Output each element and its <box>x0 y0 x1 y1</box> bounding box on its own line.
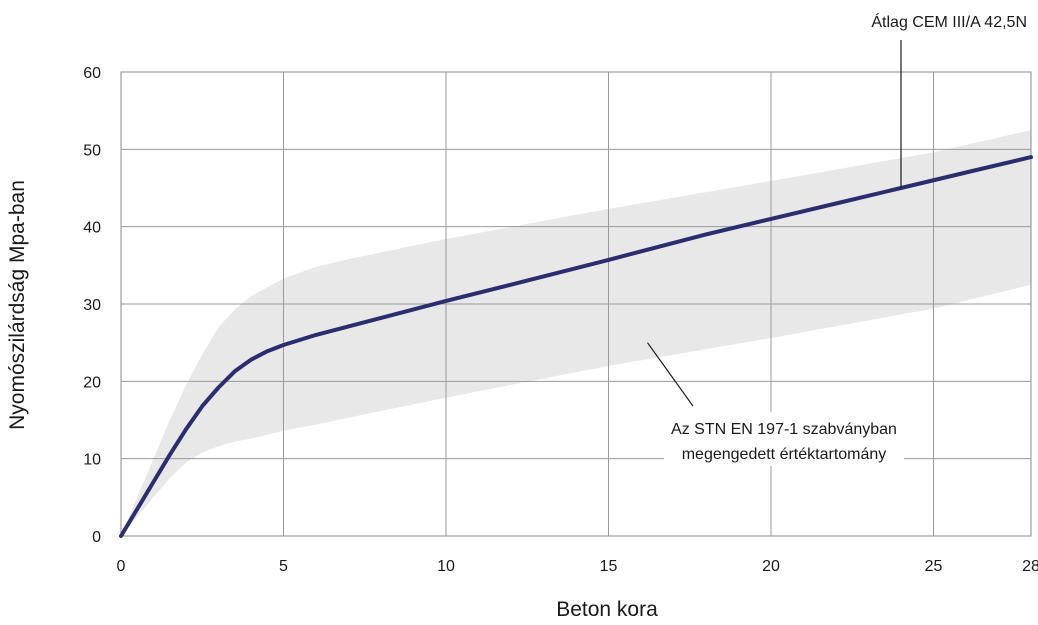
series-annotation-label: Átlag CEM III/A 42,5N <box>871 12 1027 31</box>
x-tick-label: 10 <box>437 558 455 575</box>
x-tick-label: 25 <box>925 558 943 575</box>
y-axis-title: Nyomószilárdság Mpa-ban <box>6 180 29 430</box>
tolerance-band <box>121 130 1031 536</box>
band-annotation-leader <box>647 342 694 407</box>
series-layer <box>119 155 1033 538</box>
tick-labels: 0 10 20 30 40 50 60 0 5 10 15 20 25 28 <box>83 65 1038 575</box>
series-line-average <box>119 155 1033 538</box>
y-tick-label: 0 <box>92 529 101 546</box>
y-tick-label: 40 <box>83 220 101 237</box>
y-tick-label: 30 <box>83 297 101 314</box>
band-annotation-background <box>664 412 904 466</box>
y-tick-label: 20 <box>83 374 101 391</box>
grid-layer <box>120 71 1032 537</box>
tolerance-band-layer <box>121 130 1031 536</box>
plot-frame <box>120 71 1032 537</box>
x-axis-title: Beton kora <box>556 598 658 621</box>
x-tick-label: 15 <box>600 558 618 575</box>
band-annotation-label-line-1: Az STN EN 197-1 szabványban <box>671 421 897 438</box>
y-tick-label: 50 <box>83 142 101 159</box>
band-annotation-label-line-2: megengedett értéktartomány <box>682 446 887 463</box>
y-tick-label: 60 <box>83 65 101 82</box>
x-tick-label: 28 <box>1022 558 1038 575</box>
x-tick-label: 20 <box>762 558 780 575</box>
x-tick-label: 5 <box>279 558 288 575</box>
y-tick-label: 10 <box>83 452 101 469</box>
x-tick-label: 0 <box>117 558 126 575</box>
